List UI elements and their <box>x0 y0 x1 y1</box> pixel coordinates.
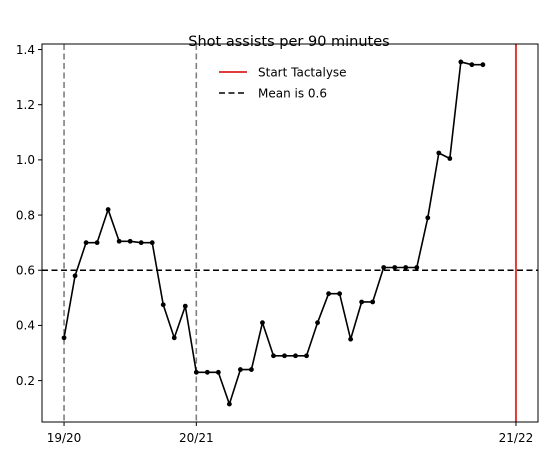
data-point <box>149 240 155 246</box>
data-point <box>72 273 78 279</box>
y-axis: 0.2 0.4 0.6 0.8 1.0 1.2 1.4 <box>16 43 42 388</box>
data-point <box>138 240 144 246</box>
data-point <box>282 353 287 359</box>
data-point <box>226 401 232 407</box>
data-point <box>160 302 166 308</box>
data-point <box>337 291 342 297</box>
chart-title: Shot assists per 90 minutes <box>188 34 389 50</box>
legend-box <box>210 58 375 106</box>
data-point <box>447 156 453 161</box>
data-point <box>193 369 199 375</box>
legend-label-start-tactalyse: Start Tactalyse <box>258 66 347 80</box>
data-point <box>271 353 276 359</box>
data-point <box>480 62 486 68</box>
x-tick-label: 20/21 <box>179 431 214 445</box>
x-axis: 19/20 20/21 21/22 <box>47 422 534 445</box>
data-point <box>392 265 398 270</box>
data-point <box>381 265 387 270</box>
data-point <box>370 299 376 305</box>
data-point <box>326 291 331 297</box>
data-point <box>215 369 221 375</box>
data-point <box>127 238 133 244</box>
plot-area <box>42 44 538 422</box>
data-point <box>116 238 122 244</box>
data-point <box>260 320 265 326</box>
y-tick-label: 1.4 <box>16 43 35 57</box>
data-point <box>182 303 188 309</box>
y-tick-label: 0.8 <box>16 208 35 222</box>
data-point <box>359 299 365 305</box>
y-tick-label: 0.6 <box>16 264 35 278</box>
data-point <box>204 369 210 375</box>
data-point <box>304 353 309 359</box>
data-point <box>425 215 431 221</box>
data-point <box>414 265 420 270</box>
plot-frame <box>41 43 539 423</box>
data-point <box>61 335 67 341</box>
data-point <box>458 59 464 65</box>
data-point <box>348 336 354 342</box>
x-tick-label: 19/20 <box>47 431 82 445</box>
y-tick-label: 1.2 <box>16 98 35 112</box>
y-tick-label: 0.2 <box>16 374 35 388</box>
data-point <box>403 265 409 270</box>
data-point <box>315 320 320 326</box>
y-tick-label: 1.0 <box>16 153 35 167</box>
data-point <box>105 207 111 212</box>
x-tick-label: 21/22 <box>499 431 534 445</box>
data-point <box>83 240 89 246</box>
data-point <box>469 62 475 68</box>
data-point <box>171 335 177 341</box>
data-point <box>94 240 100 246</box>
legend-label-mean: Mean is 0.6 <box>258 87 327 101</box>
data-point <box>238 367 243 372</box>
data-point <box>249 367 254 372</box>
y-tick-label: 0.4 <box>16 319 35 333</box>
series-line <box>63 61 483 405</box>
legend: Start Tactalyse Mean is 0.6 <box>210 58 375 106</box>
data-point <box>293 353 298 359</box>
data-point <box>436 150 442 156</box>
